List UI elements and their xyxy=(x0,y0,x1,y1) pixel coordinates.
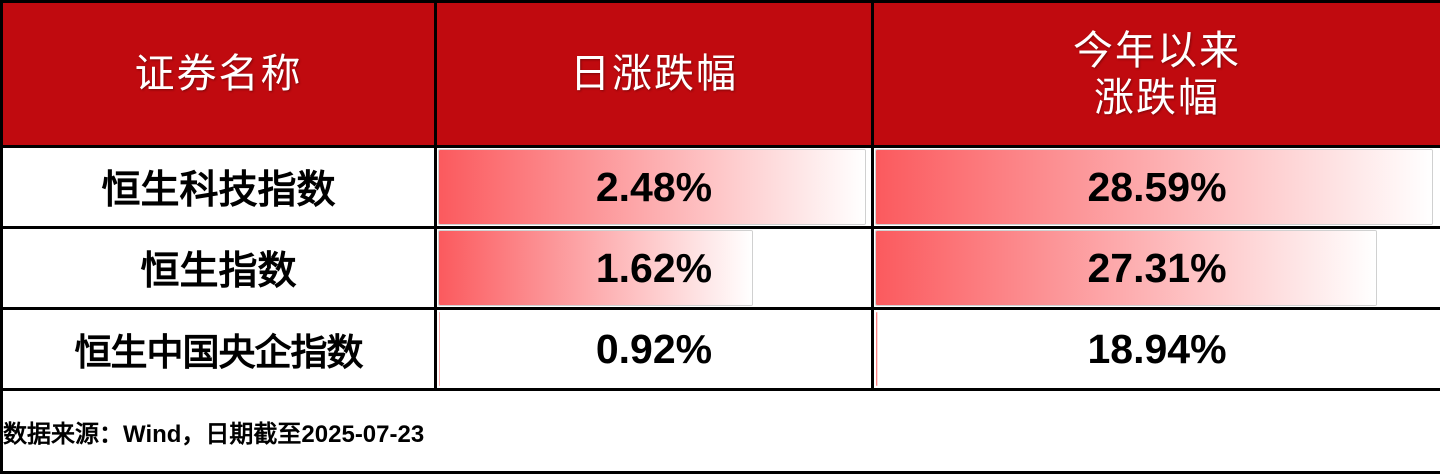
header-cell-ytd-change: 今年以来 涨跌幅 xyxy=(873,2,1440,147)
header-label-daily-change: 日涨跌幅 xyxy=(437,50,871,97)
cell-ytd-change: 18.94% xyxy=(873,309,1440,390)
header-cell-security-name: 证券名称 xyxy=(2,2,436,147)
cell-ytd-change: 27.31% xyxy=(873,228,1440,309)
cell-security-name: 恒生指数 xyxy=(2,228,436,309)
header-label-ytd-change-line1: 今年以来 xyxy=(874,27,1440,74)
cell-security-name: 恒生科技指数 xyxy=(2,147,436,228)
cell-daily-change: 2.48% xyxy=(436,147,873,228)
data-source-note: 数据来源：Wind，日期截至2025-07-23 xyxy=(2,390,1440,473)
footnote-row: 数据来源：Wind，日期截至2025-07-23 xyxy=(2,390,1440,473)
table-row: 恒生科技指数 2.48% 28.59% xyxy=(2,147,1440,228)
header-cell-daily-change: 日涨跌幅 xyxy=(436,2,873,147)
value-ytd-change: 27.31% xyxy=(874,245,1440,292)
cell-security-name: 恒生中国央企指数 xyxy=(2,309,436,390)
value-ytd-change: 18.94% xyxy=(874,326,1440,373)
table-row: 恒生中国央企指数 0.92% 18.94% xyxy=(2,309,1440,390)
value-daily-change: 2.48% xyxy=(437,164,871,211)
value-daily-change: 1.62% xyxy=(437,245,871,292)
value-daily-change: 0.92% xyxy=(437,326,871,373)
header-label-ytd-change-line2: 涨跌幅 xyxy=(874,74,1440,121)
table-body: 恒生科技指数 2.48% 28.59% 恒生指数 1.62% xyxy=(2,147,1440,473)
table-header: 证券名称 日涨跌幅 今年以来 涨跌幅 xyxy=(2,2,1440,147)
cell-ytd-change: 28.59% xyxy=(873,147,1440,228)
cell-daily-change: 1.62% xyxy=(436,228,873,309)
cell-daily-change: 0.92% xyxy=(436,309,873,390)
header-label-security-name: 证券名称 xyxy=(3,50,434,97)
header-row: 证券名称 日涨跌幅 今年以来 涨跌幅 xyxy=(2,2,1440,147)
value-ytd-change: 28.59% xyxy=(874,164,1440,211)
table-row: 恒生指数 1.62% 27.31% xyxy=(2,228,1440,309)
market-index-table-container: 证券名称 日涨跌幅 今年以来 涨跌幅 恒生科技指数 2.48% xyxy=(0,0,1440,463)
